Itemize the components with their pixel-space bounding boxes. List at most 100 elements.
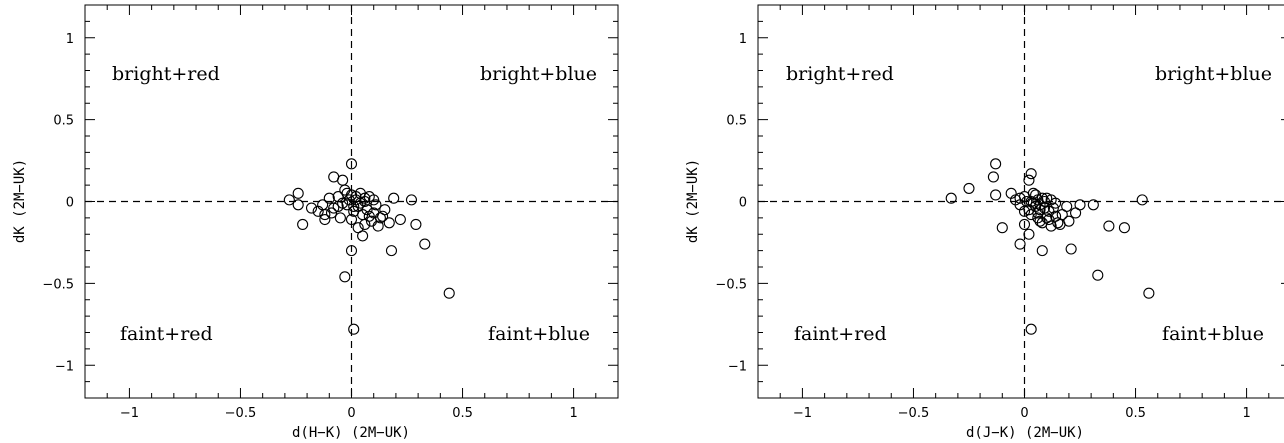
data-point	[1036, 217, 1048, 229]
data-point	[317, 199, 329, 211]
data-point	[1050, 197, 1062, 209]
x-tick-labels: −1 −0.5 0 0.5 1	[120, 406, 578, 421]
x-tick-label: 0.5	[1125, 406, 1146, 421]
data-point	[1054, 218, 1066, 230]
x-tick-label: 0	[1020, 406, 1028, 421]
data-point	[1136, 194, 1148, 206]
data-point	[328, 202, 340, 214]
data-point	[337, 174, 349, 186]
data-point	[334, 212, 346, 224]
data-point	[1041, 192, 1053, 204]
data-point	[370, 199, 382, 211]
data-point	[345, 213, 358, 226]
data-point	[1025, 209, 1037, 221]
quadrant-label-bottom-left: faint+red	[120, 323, 213, 345]
data-point	[348, 200, 360, 212]
data-point	[368, 194, 380, 206]
x-tick-label: 0	[347, 406, 355, 421]
data-point	[292, 187, 304, 199]
data-point	[339, 271, 351, 283]
data-point	[388, 192, 400, 204]
data-point	[1018, 205, 1031, 217]
data-point	[363, 210, 375, 222]
panel-hk: −1 −0.5 0 0.5 1 −1 −0.5 0 0.5 1 bright+red brigh…	[12, 4, 619, 441]
data-point	[990, 158, 1002, 170]
y-tick-labels: −1 −0.5 0 0.5 1	[42, 32, 74, 375]
data-point	[297, 218, 309, 230]
y-tick-label: 0.5	[53, 114, 74, 129]
data-point	[987, 171, 999, 183]
y-tick-label: 0	[66, 196, 74, 211]
x-axis-label: d(H−K) (2M−UK)	[292, 425, 410, 441]
data-point	[283, 194, 295, 206]
data-point	[1038, 195, 1051, 208]
y-tick-label: −0.5	[715, 277, 747, 292]
y-tick-label: −0.5	[42, 277, 74, 292]
data-point	[377, 210, 389, 222]
data-point	[361, 204, 373, 216]
data-point	[339, 184, 351, 196]
data-point	[1118, 222, 1130, 234]
y-tick-label: −1	[728, 359, 747, 374]
x-tick-label: 1	[569, 406, 577, 421]
axis-ticks	[758, 5, 1284, 398]
y-tick-label: 1	[66, 32, 74, 47]
data-point	[1087, 199, 1099, 211]
data-point	[345, 245, 358, 257]
quadrant-label-bottom-left: faint+red	[794, 323, 887, 345]
data-point	[1023, 174, 1035, 186]
y-axis-label: dK (2M−UK)	[685, 159, 701, 243]
data-point	[385, 245, 398, 257]
data-points	[945, 158, 1155, 335]
data-point	[1047, 202, 1059, 214]
x-tick-label: 1	[1242, 406, 1250, 421]
y-tick-labels: −1 −0.5 0 0.5 1	[715, 32, 747, 375]
data-point	[405, 194, 418, 206]
y-tick-label: −1	[55, 359, 74, 374]
data-point	[963, 182, 975, 194]
data-point	[323, 192, 335, 204]
data-point	[1014, 192, 1026, 204]
data-point	[1074, 199, 1086, 211]
x-axis-label: d(J−K) (2M−UK)	[966, 425, 1084, 441]
data-point	[990, 189, 1002, 201]
data-point	[1014, 238, 1026, 250]
data-point	[359, 192, 371, 204]
data-point	[325, 207, 338, 219]
data-point	[1025, 168, 1037, 180]
data-point	[1027, 187, 1039, 199]
data-point	[1061, 200, 1073, 212]
data-point	[945, 192, 957, 204]
data-point	[372, 220, 384, 232]
data-point	[1092, 269, 1104, 281]
data-point	[305, 202, 318, 214]
quadrant-label-bottom-right: faint+blue	[1162, 323, 1264, 345]
data-point	[319, 213, 331, 226]
x-tick-label: 0.5	[452, 406, 473, 421]
data-point	[1043, 213, 1055, 226]
x-tick-label: −1	[793, 406, 812, 421]
data-point	[379, 204, 391, 216]
data-point	[394, 213, 406, 226]
data-point	[383, 217, 395, 229]
panel-jk: −1 −0.5 0 0.5 1 −1 −0.5 0 0.5 1 bright+red brigh…	[685, 4, 1284, 441]
data-point	[410, 218, 422, 230]
y-axis-label: dK (2M−UK)	[12, 159, 28, 243]
x-tick-label: −1	[120, 406, 139, 421]
data-point	[341, 199, 353, 211]
data-point	[996, 222, 1008, 234]
quadrant-label-top-left: bright+red	[786, 63, 894, 85]
data-point	[1036, 245, 1048, 257]
x-tick-label: −0.5	[225, 406, 257, 421]
data-point	[1018, 218, 1031, 230]
quadrant-label-top-right: bright+blue	[480, 63, 597, 85]
data-point	[1103, 220, 1115, 232]
quadrant-label-top-right: bright+blue	[1155, 63, 1272, 85]
data-point	[443, 287, 455, 299]
data-point	[1025, 323, 1037, 335]
x-tick-labels: −1 −0.5 0 0.5 1	[793, 406, 1251, 421]
y-tick-label: 0.5	[726, 114, 747, 129]
quadrant-label-bottom-right: faint+blue	[488, 323, 590, 345]
x-tick-label: −0.5	[898, 406, 930, 421]
